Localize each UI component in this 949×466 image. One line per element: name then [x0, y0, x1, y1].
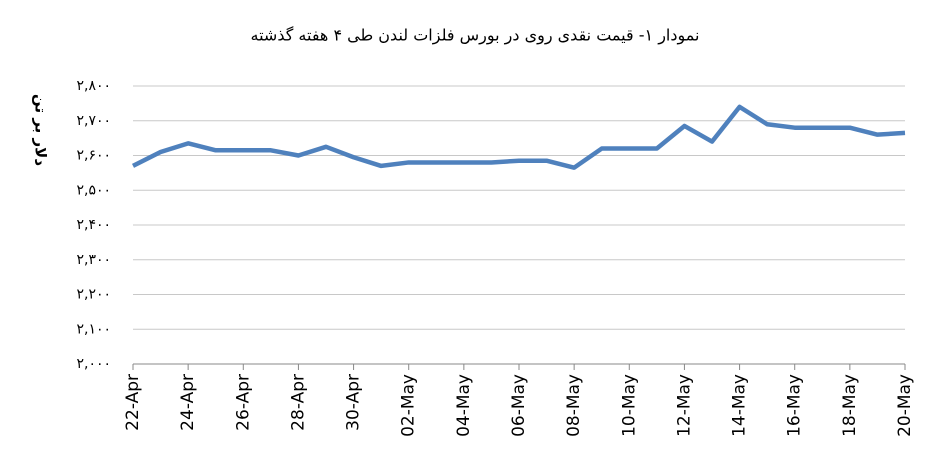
y-tick-label: ۲,۵۰۰: [76, 182, 111, 198]
x-tick-label: 14-May: [730, 374, 750, 437]
x-tick-label: 26-Apr: [233, 374, 253, 431]
x-tick-label: 28-Apr: [288, 374, 308, 431]
x-tick-label: 22-Apr: [123, 374, 143, 431]
x-tick-label: 18-May: [840, 374, 860, 437]
y-tick-label: ۲,۴۰۰: [76, 217, 111, 233]
x-tick-label: 10-May: [619, 374, 639, 437]
x-tick-label: 30-Apr: [344, 374, 364, 431]
y-tick-label: ۲,۳۰۰: [76, 252, 111, 268]
x-tick-label: 08-May: [564, 374, 584, 437]
x-tick-label: 20-May: [895, 374, 915, 437]
y-tick-label: ۲,۲۰۰: [76, 287, 111, 303]
data-line: [131, 104, 906, 170]
y-tick-label: ۲,۶۰۰: [76, 148, 111, 164]
x-tick-label: 24-Apr: [178, 374, 198, 431]
y-tick-label: ۲,۱۰۰: [76, 321, 111, 337]
x-tick-label: 02-May: [399, 374, 419, 437]
x-tick-label: 16-May: [785, 374, 805, 437]
y-tick-label: ۲,۸۰۰: [76, 78, 111, 94]
y-axis-title: دلار بر تن: [32, 94, 50, 166]
y-tick-label: ۲,۷۰۰: [76, 113, 111, 129]
x-tick-label: 12-May: [674, 374, 694, 437]
chart-title: نمودار ۱- قیمت نقدی روی در بورس فلزات لن…: [251, 26, 700, 46]
y-tick-label: ۲,۰۰۰: [76, 356, 111, 372]
x-tick-label: 06-May: [509, 374, 529, 437]
x-tick-label: 04-May: [454, 374, 474, 437]
